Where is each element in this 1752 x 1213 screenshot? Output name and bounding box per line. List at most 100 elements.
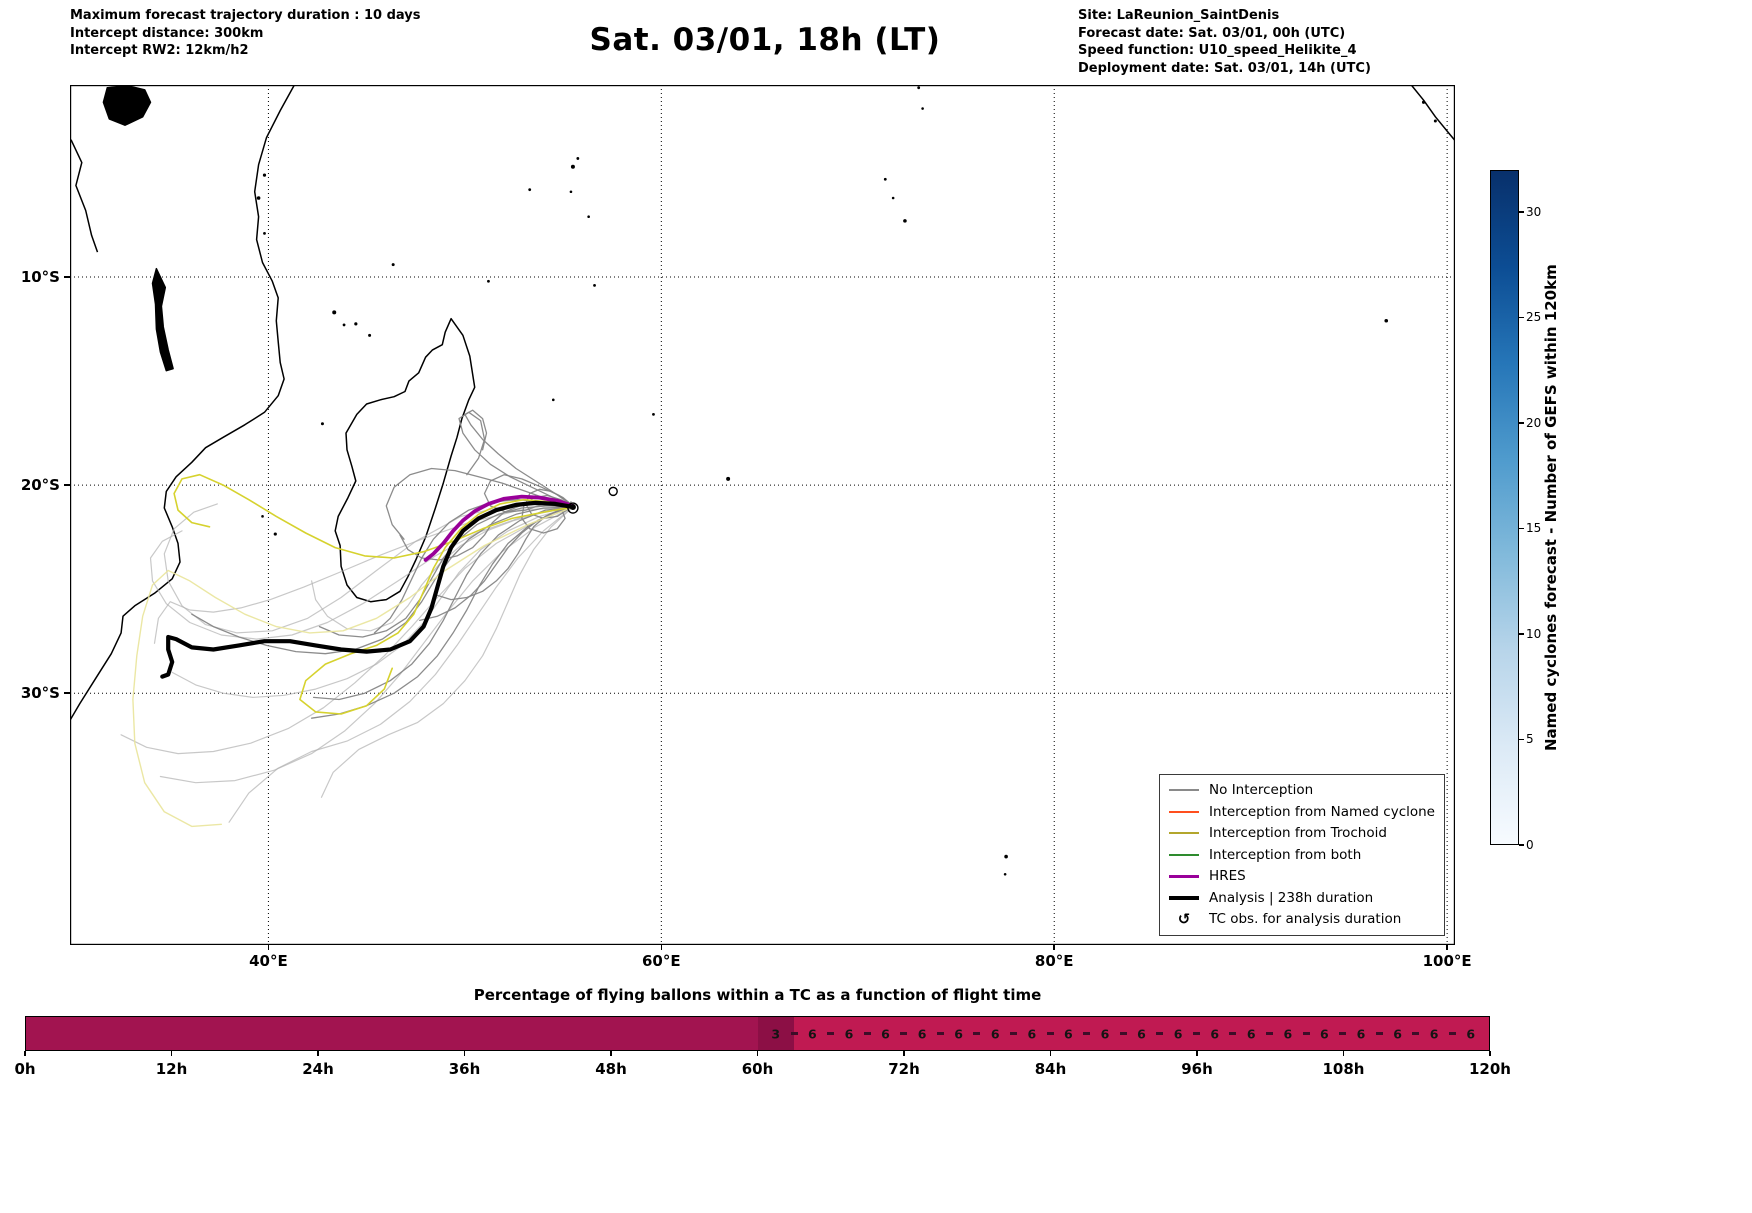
bottom-axis-tick xyxy=(317,1051,319,1056)
island-maldives-2 xyxy=(921,107,924,110)
island-siberut xyxy=(1421,100,1426,104)
bottom-axis-tick-label: 24h xyxy=(302,1060,334,1078)
bar-value-label: 6 xyxy=(1137,1026,1146,1041)
speed-function-text: Speed function: U10_speed_Helikite_4 xyxy=(1078,43,1357,58)
bar-value-label: 6 xyxy=(1466,1026,1476,1041)
colorbar-tick xyxy=(1519,527,1524,530)
island-st-brandon xyxy=(652,412,655,416)
trajectory-origin xyxy=(569,503,576,510)
bottom-axis-tick xyxy=(1196,1051,1198,1056)
bottom-axis-tick xyxy=(170,1051,173,1056)
island-mayotte xyxy=(368,333,372,337)
bar-segment xyxy=(1452,1017,1489,1050)
coastline-lake-malawi xyxy=(151,267,174,372)
colorbar-tick-label: 15 xyxy=(1526,521,1542,536)
colorbar-tick xyxy=(1519,316,1524,319)
bar-segment xyxy=(1013,1017,1051,1050)
legend-row: ↺ TC obs. for analysis duration xyxy=(1169,909,1435,931)
legend-swatch xyxy=(1169,896,1200,900)
x-axis-tick-label: 80°E xyxy=(1034,952,1074,970)
bar-separator-dash xyxy=(900,1032,908,1035)
trajectory-no-interception xyxy=(318,505,574,638)
bottom-axis-tick xyxy=(903,1051,905,1056)
coastline-africa xyxy=(70,85,295,721)
island-cocos xyxy=(1384,318,1389,323)
trajectory-no-interception-faint xyxy=(311,506,574,632)
y-axis-tick-label: 10°S xyxy=(20,268,60,287)
colorbar-tick-label: 20 xyxy=(1526,415,1542,430)
coastline-sumatra xyxy=(1411,85,1455,142)
colorbar-tick-label: 25 xyxy=(1526,310,1542,325)
bar-segment xyxy=(1050,1017,1087,1050)
bar-segment xyxy=(1379,1017,1416,1050)
bottom-axis-tick-label: 60h xyxy=(741,1060,774,1078)
island-mahe xyxy=(570,164,575,169)
x-axis-tick-label: 40°E xyxy=(249,952,288,970)
island-maldives-1 xyxy=(917,86,921,90)
legend-row: Interception from Named cyclone xyxy=(1169,801,1435,823)
map-frame xyxy=(70,85,1455,945)
island-mauritius xyxy=(608,486,618,497)
island-sipura xyxy=(1433,119,1437,123)
bar-separator-dash xyxy=(1375,1032,1383,1035)
bar-segment xyxy=(1269,1017,1307,1050)
forecast-date-text: Forecast date: Sat. 03/01, 00h (UTC) xyxy=(1078,25,1346,41)
island-moheli xyxy=(342,323,346,327)
map-legend: No Interception Interception from Named c… xyxy=(1159,773,1445,936)
legend-label: Interception from Named cyclone xyxy=(1209,803,1435,820)
bar-segment xyxy=(1196,1017,1233,1050)
bar-segment xyxy=(830,1017,868,1050)
x-axis-tick xyxy=(1446,945,1448,950)
bar-value-label: 6 xyxy=(1283,1026,1293,1041)
legend-label: No Interception xyxy=(1209,782,1314,799)
bottom-axis-tick-label: 96h xyxy=(1181,1060,1213,1078)
bar-value-label: 6 xyxy=(1356,1026,1366,1041)
bar-separator-dash xyxy=(1448,1032,1456,1035)
trajectory-trochoid-faint xyxy=(132,506,574,828)
island-reunion xyxy=(567,502,579,514)
trajectory-analysis xyxy=(160,500,575,679)
bar-segment xyxy=(1306,1017,1343,1050)
bottom-axis-tick-label: 48h xyxy=(595,1060,627,1078)
deployment-date-text: Deployment date: Sat. 03/01, 14h (UTC) xyxy=(1078,60,1371,76)
legend-label: TC obs. for analysis duration xyxy=(1209,911,1402,928)
bar-separator-dash xyxy=(827,1032,835,1035)
bottom-axis-tick-label: 84h xyxy=(1034,1060,1067,1078)
bar-separator-dash xyxy=(790,1032,798,1035)
coastline-lake-tanganyika xyxy=(70,139,99,253)
bar-value-label: 6 xyxy=(1173,1026,1183,1041)
bottom-chart-title: Percentage of flying ballons within a TC… xyxy=(473,986,1042,1004)
legend-row: No Interception xyxy=(1169,780,1435,802)
island-zanzibar xyxy=(256,196,261,200)
bar-value-label: 6 xyxy=(1393,1026,1402,1041)
trajectory-no-interception xyxy=(310,506,574,719)
bar-value-label: 6 xyxy=(1027,1026,1037,1041)
trajectory-no-interception-faint xyxy=(159,506,574,784)
legend-swatch xyxy=(1169,810,1200,813)
y-axis-tick xyxy=(64,692,70,694)
bar-segment xyxy=(1342,1017,1380,1050)
legend-swatch xyxy=(1169,874,1200,878)
island-praslin xyxy=(576,157,580,160)
trajectory-trochoid xyxy=(173,473,574,559)
bar-separator-dash xyxy=(1302,1032,1310,1035)
legend-row: HRES xyxy=(1169,866,1435,888)
island-pemba xyxy=(262,173,267,177)
colorbar-tick-label: 10 xyxy=(1526,626,1542,641)
legend-row: Interception from both xyxy=(1169,844,1435,866)
trajectory-no-interception xyxy=(385,467,574,540)
bar-segment xyxy=(1415,1017,1453,1050)
trajectory-no-interception xyxy=(436,505,574,601)
bar-separator-dash xyxy=(1046,1032,1054,1035)
bottom-axis-tick xyxy=(463,1051,466,1056)
bar-value-label: 6 xyxy=(917,1026,927,1041)
colorbar-label: Named cyclones forecast - Number of GEFS… xyxy=(1542,264,1560,751)
legend-swatch xyxy=(1169,789,1200,792)
bar-value-label: 3 xyxy=(771,1026,781,1041)
island-agalega xyxy=(593,283,596,287)
bottom-axis-tick-label: 36h xyxy=(448,1060,481,1078)
bar-value-label: 6 xyxy=(808,1026,817,1041)
bottom-axis-tick-label: 108h xyxy=(1322,1060,1365,1078)
bar-separator-dash xyxy=(1192,1032,1200,1035)
